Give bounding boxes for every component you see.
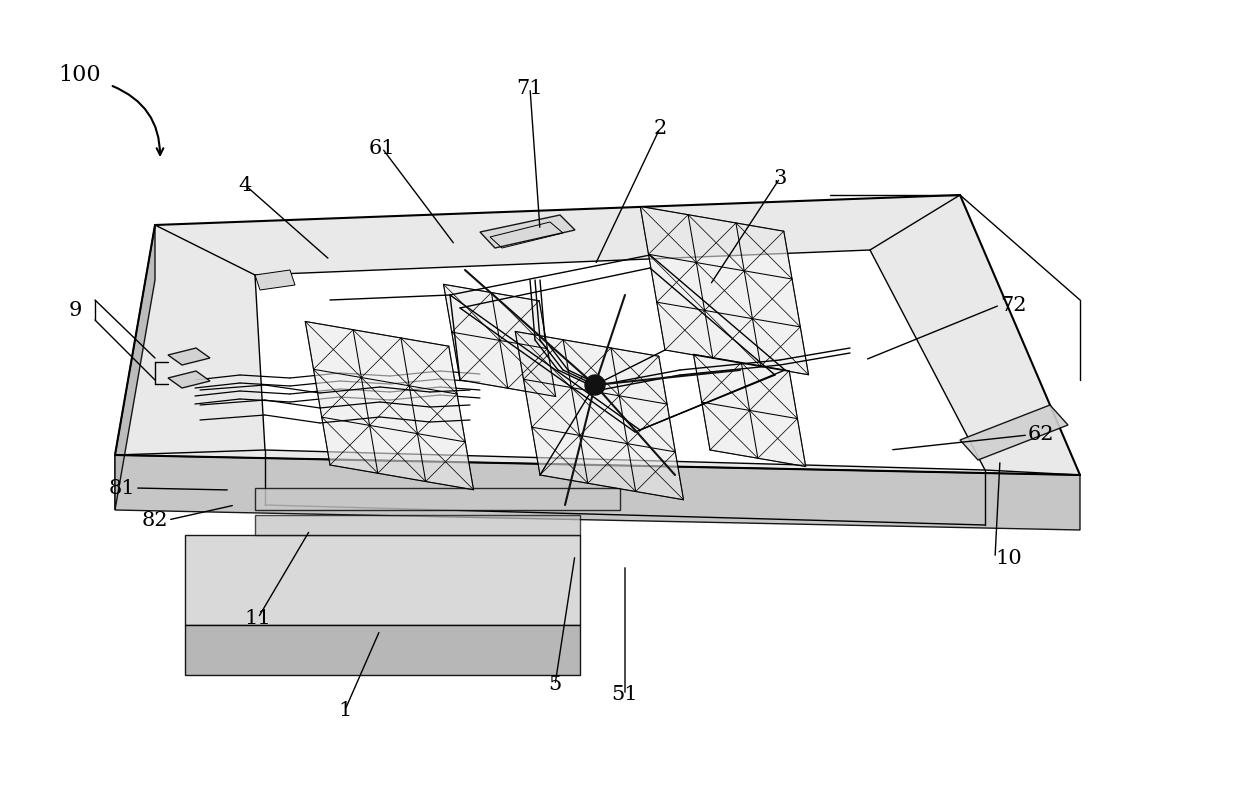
Text: 72: 72	[999, 296, 1027, 315]
Text: 4: 4	[238, 176, 252, 195]
Text: 9: 9	[68, 301, 82, 320]
Polygon shape	[305, 321, 474, 490]
Text: 71: 71	[517, 79, 543, 98]
Polygon shape	[640, 207, 808, 374]
Polygon shape	[960, 405, 1068, 460]
FancyArrowPatch shape	[113, 86, 164, 155]
Circle shape	[585, 375, 605, 395]
Polygon shape	[480, 215, 575, 248]
Polygon shape	[255, 515, 580, 535]
Polygon shape	[255, 250, 985, 470]
Text: 3: 3	[774, 169, 786, 188]
Polygon shape	[167, 371, 210, 388]
Text: 10: 10	[994, 549, 1022, 568]
Text: 1: 1	[339, 700, 352, 719]
Text: 82: 82	[141, 510, 167, 529]
Polygon shape	[115, 195, 1080, 475]
Text: 51: 51	[611, 685, 639, 704]
Text: 2: 2	[653, 118, 667, 138]
Polygon shape	[185, 535, 580, 625]
Polygon shape	[516, 332, 683, 500]
Polygon shape	[115, 225, 155, 510]
Polygon shape	[115, 455, 1080, 530]
Polygon shape	[693, 355, 806, 467]
Polygon shape	[255, 270, 295, 290]
Polygon shape	[255, 488, 620, 510]
Polygon shape	[444, 285, 556, 397]
Polygon shape	[167, 348, 210, 365]
Text: 61: 61	[368, 138, 396, 157]
Polygon shape	[185, 625, 580, 675]
Text: 81: 81	[108, 479, 135, 498]
Text: 11: 11	[244, 608, 272, 627]
Text: 62: 62	[1028, 425, 1054, 444]
Text: 5: 5	[548, 676, 562, 695]
Text: 100: 100	[58, 64, 100, 86]
